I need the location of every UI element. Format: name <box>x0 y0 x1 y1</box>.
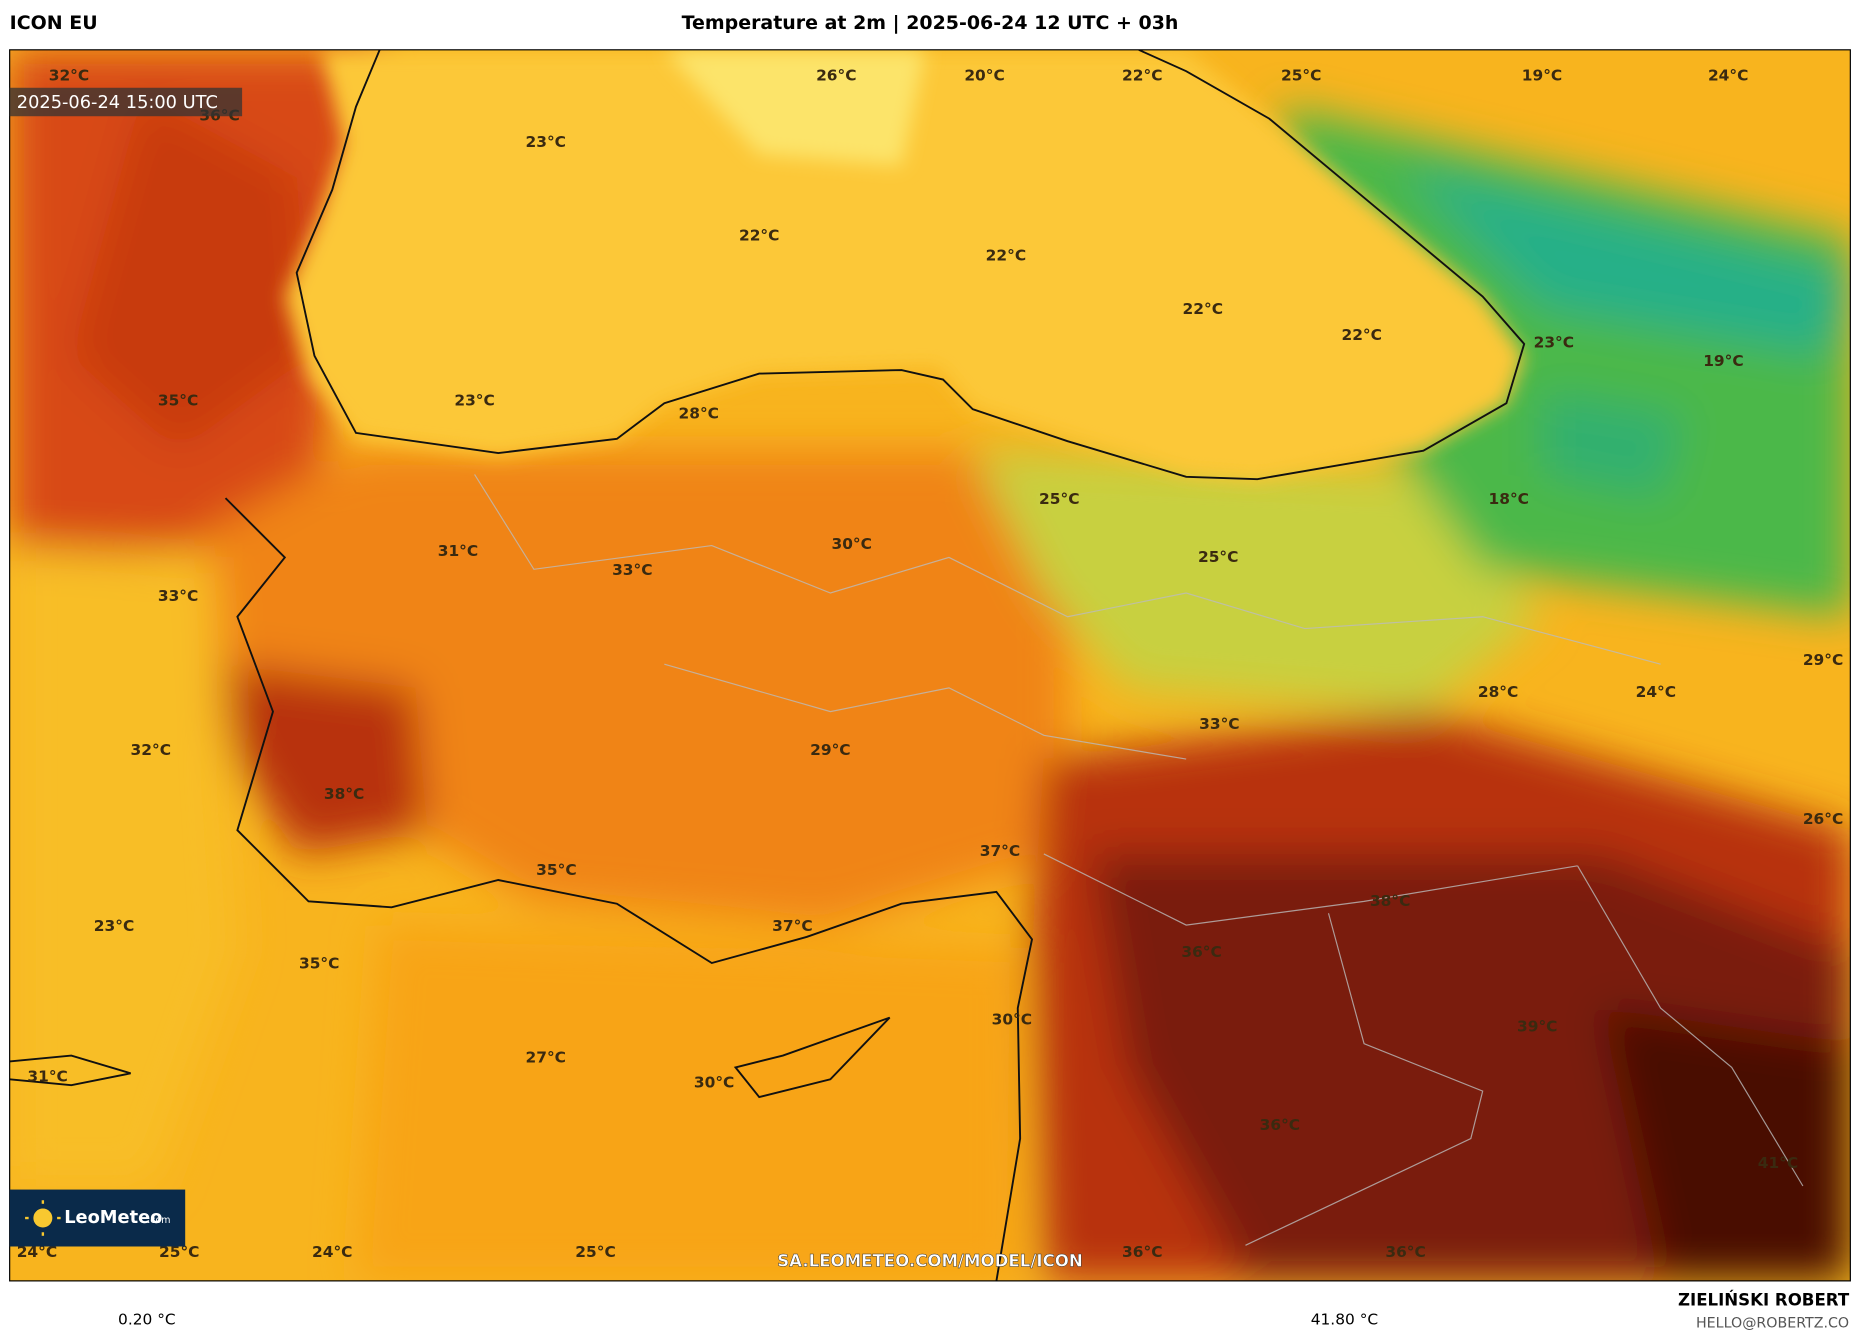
temperature-label: 41°C <box>1758 1154 1798 1172</box>
temperature-label: 18°C <box>1489 490 1529 508</box>
temperature-label: 30°C <box>992 1010 1032 1028</box>
temperature-label: 27°C <box>526 1048 566 1066</box>
temperature-label: 23°C <box>454 391 494 409</box>
temperature-label: 35°C <box>158 391 198 409</box>
temperature-label: 39°C <box>1517 1018 1557 1036</box>
colorbar-max: 41.80 °C <box>1311 1311 1378 1329</box>
temperature-label: 37°C <box>772 917 812 935</box>
temperature-label: 22°C <box>1122 66 1162 84</box>
temperature-label: 22°C <box>739 227 779 245</box>
logo-suffix: .com <box>147 1215 170 1226</box>
email: HELLO@ROBERTZ.CO <box>1696 1316 1849 1332</box>
temperature-label: 26°C <box>816 66 856 84</box>
temperature-label: 31°C <box>27 1067 67 1085</box>
temperature-label: 19°C <box>1522 66 1562 84</box>
temperature-label: 24°C <box>1636 683 1676 701</box>
temperature-label: 36°C <box>1385 1243 1425 1261</box>
temperature-label: 23°C <box>94 917 134 935</box>
temperature-field <box>9 49 1851 1281</box>
temperature-label: 36°C <box>1122 1243 1162 1261</box>
temperature-label: 33°C <box>1199 715 1239 733</box>
temperature-label: 25°C <box>1039 490 1079 508</box>
temperature-label: 28°C <box>679 404 719 422</box>
temperature-label: 19°C <box>1703 352 1743 370</box>
temperature-label: 35°C <box>299 955 339 973</box>
temperature-label: 35°C <box>536 861 576 879</box>
temperature-label: 33°C <box>158 587 198 605</box>
temperature-labels: 32°C 36°C 26°C 20°C 22°C 25°C 19°C 24°C 23°C 22°C… <box>17 66 1844 1261</box>
temperature-label: 22°C <box>986 247 1026 265</box>
temperature-label: 25°C <box>159 1243 199 1261</box>
temperature-label: 25°C <box>575 1243 615 1261</box>
temperature-label: 23°C <box>526 133 566 151</box>
temperature-label: 24°C <box>1708 66 1748 84</box>
colorbar-min: 0.20 °C <box>118 1311 176 1329</box>
temperature-label: 30°C <box>831 535 871 553</box>
temperature-label: 31°C <box>438 542 478 560</box>
temperature-label: 22°C <box>1341 326 1381 344</box>
watermark: SA.LEOMETEO.COM/MODEL/ICON <box>777 1251 1083 1270</box>
temperature-label: 32°C <box>49 66 89 84</box>
temperature-label: 26°C <box>1803 810 1843 828</box>
map-frame <box>9 49 1851 1282</box>
temperature-label: 24°C <box>17 1243 57 1261</box>
temperature-label: 38°C <box>1370 892 1410 910</box>
temperature-label: 36°C <box>1260 1116 1300 1134</box>
model-name: ICON EU <box>10 12 98 34</box>
temperature-label: 29°C <box>810 741 850 759</box>
temperature-label: 20°C <box>964 66 1004 84</box>
logo-rays <box>25 1200 61 1236</box>
temperature-label: 32°C <box>131 741 171 759</box>
temperature-label: 22°C <box>1183 300 1223 318</box>
timestamp: 2025-06-24 15:00 UTC <box>17 92 218 113</box>
temperature-label: 28°C <box>1478 683 1518 701</box>
temperature-label: 23°C <box>1534 333 1574 351</box>
temperature-label: 25°C <box>1198 548 1238 566</box>
temperature-label: 29°C <box>1803 651 1843 669</box>
temperature-label: 24°C <box>312 1243 352 1261</box>
logo-sun <box>33 1208 53 1228</box>
temperature-label: 36°C <box>1181 943 1221 961</box>
temperature-label: 37°C <box>980 842 1020 860</box>
map-title: Temperature at 2m | 2025-06-24 12 UTC + … <box>682 12 1179 34</box>
author: ZIELIŃSKI ROBERT <box>1678 1291 1850 1310</box>
temperature-label: 25°C <box>1281 66 1321 84</box>
temperature-label: 33°C <box>612 561 652 579</box>
temperature-label: 30°C <box>694 1073 734 1091</box>
logo-name: LeoMeteo <box>64 1207 162 1228</box>
temperature-label: 38°C <box>324 785 364 803</box>
timestamp-box <box>9 87 243 117</box>
